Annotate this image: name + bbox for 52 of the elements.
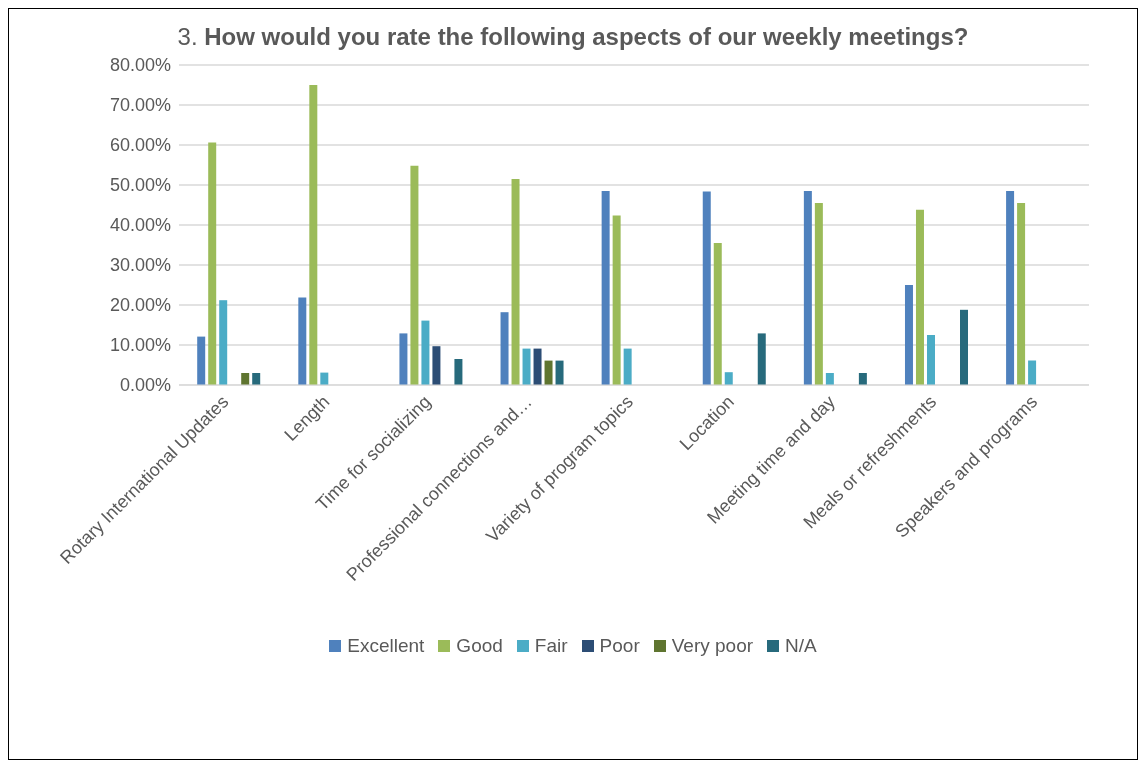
bar <box>959 309 968 385</box>
bar <box>814 203 823 385</box>
bar <box>858 373 867 385</box>
bar <box>522 348 531 385</box>
legend-label: Poor <box>598 635 640 657</box>
bar <box>1017 203 1026 385</box>
legend-label: Very poor <box>670 635 754 657</box>
bar <box>1028 360 1037 385</box>
bar <box>757 333 766 385</box>
bar <box>399 333 408 385</box>
bar <box>612 215 621 385</box>
bar <box>623 348 632 385</box>
chart-title: 3. How would you rate the following aspects of our weekly meetings? <box>176 22 970 52</box>
y-tick-label: 30.00% <box>109 255 171 276</box>
bar <box>926 335 935 385</box>
bar <box>511 179 520 385</box>
bar <box>713 243 722 385</box>
bar <box>197 336 206 385</box>
y-tick-label: 50.00% <box>109 175 171 196</box>
bar <box>421 320 430 385</box>
y-tick-label: 20.00% <box>109 295 171 316</box>
bar <box>915 209 924 385</box>
legend-label: Fair <box>533 635 568 657</box>
bar <box>298 297 307 385</box>
bar <box>904 285 913 385</box>
y-tick-label: 60.00% <box>109 135 171 156</box>
bar <box>454 359 463 385</box>
bar <box>219 300 228 385</box>
y-tick-label: 10.00% <box>109 335 171 356</box>
bar <box>533 348 542 385</box>
bar <box>252 373 261 385</box>
y-tick-label: 40.00% <box>109 215 171 236</box>
bar <box>702 191 711 385</box>
legend-label: Excellent <box>346 635 425 657</box>
y-tick-label: 0.00% <box>119 375 171 396</box>
bar <box>544 360 553 385</box>
bar <box>803 191 812 385</box>
legend-label: N/A <box>784 635 817 657</box>
bar <box>241 373 250 385</box>
bar <box>432 346 441 385</box>
legend-label: Good <box>455 635 503 657</box>
bar <box>1006 191 1015 385</box>
bar <box>208 142 217 385</box>
bar <box>555 360 564 385</box>
bar <box>309 85 318 385</box>
y-tick-label: 70.00% <box>109 95 171 116</box>
bar <box>410 165 419 385</box>
bar <box>724 372 733 385</box>
bar <box>825 373 834 385</box>
y-tick-label: 80.00% <box>109 55 171 76</box>
bar <box>601 191 610 385</box>
bar <box>500 312 509 385</box>
